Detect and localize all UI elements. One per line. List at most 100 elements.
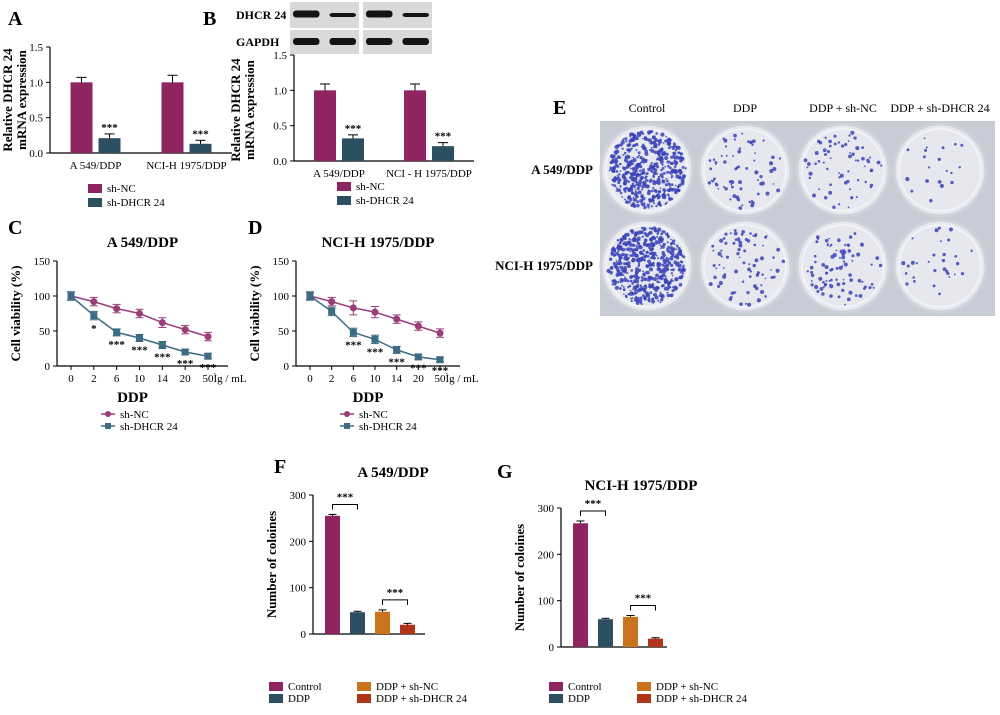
colony (816, 237, 820, 241)
colony (670, 155, 674, 159)
colony (815, 240, 819, 244)
colony (652, 297, 655, 300)
x-tick-label: NCI - H 1975/DDP (386, 168, 472, 180)
colony (764, 235, 768, 239)
colony (671, 145, 676, 150)
colony (675, 255, 680, 260)
colony (707, 181, 712, 185)
colony (764, 295, 767, 298)
colony (741, 132, 744, 135)
dish-inner-rim (898, 224, 982, 308)
row-label: NCI-H 1975/DDP (495, 258, 593, 273)
colony (878, 263, 883, 268)
colony (628, 151, 631, 153)
colony (673, 243, 676, 245)
colony (872, 286, 875, 289)
colony (651, 194, 656, 199)
panel-label-c: C (8, 217, 22, 239)
colony (844, 303, 846, 306)
colony (738, 180, 742, 185)
colony (649, 291, 653, 295)
colony (742, 261, 746, 265)
bar (375, 611, 390, 634)
colony (666, 234, 670, 238)
colony (636, 156, 639, 159)
colony (753, 243, 757, 247)
colony (679, 252, 683, 256)
y-axis-label: mRNA expression (14, 49, 29, 150)
y-axis-label: Relative DHCR 24 (228, 58, 243, 162)
colony (843, 180, 848, 185)
data-point (328, 307, 336, 315)
colony (906, 148, 910, 152)
colony (643, 244, 646, 247)
colony (621, 195, 624, 198)
colony (822, 286, 825, 289)
y-tick-label: 0.5 (273, 121, 287, 133)
colony (669, 286, 672, 289)
colony (674, 286, 677, 289)
comparison-bracket (332, 503, 358, 510)
colony (641, 303, 643, 305)
colony (837, 238, 841, 242)
colony (676, 245, 679, 248)
colony (646, 293, 651, 298)
colony (648, 198, 653, 203)
colony (753, 159, 756, 162)
colony (649, 165, 652, 167)
colony (843, 262, 848, 267)
colony (844, 143, 848, 147)
colony-spots (806, 232, 883, 306)
y-tick-label: 50 (39, 326, 51, 338)
colony (678, 168, 682, 172)
colony (828, 237, 830, 240)
colony (629, 229, 632, 232)
colony (825, 271, 829, 275)
colony (772, 256, 775, 259)
colony (613, 184, 617, 187)
x-tick-label: 14 (157, 373, 169, 385)
colony (618, 162, 622, 166)
colony (924, 148, 928, 152)
colony (632, 170, 637, 175)
colony (672, 280, 675, 282)
colony (675, 163, 678, 165)
colony (648, 246, 650, 249)
legend-label: sh-DHCR 24 (359, 421, 417, 433)
colony (937, 226, 941, 230)
dish-inner-rim (605, 128, 689, 212)
colony (659, 275, 663, 279)
colony (725, 255, 730, 259)
panel-b-chart: 0.0 0.5 1.0 1.5 *** A 549/DDP *** NCI - H 1975/… (228, 50, 474, 207)
colony (621, 268, 626, 273)
colony (622, 166, 627, 171)
comparison-bracket (630, 604, 656, 611)
legend-label: Control (288, 681, 322, 693)
colony (828, 139, 832, 144)
colony (870, 263, 873, 266)
colony (636, 172, 640, 175)
colony (661, 193, 666, 198)
colony (636, 186, 640, 190)
colony (650, 189, 654, 193)
colony (634, 296, 638, 300)
colony (660, 132, 665, 137)
colony (938, 292, 941, 296)
colony (627, 240, 632, 244)
colony-spots (707, 132, 782, 210)
colony (923, 137, 926, 140)
y-tick-label: 100 (290, 583, 307, 595)
colony (647, 285, 650, 288)
colony (842, 260, 846, 263)
colony (637, 236, 641, 241)
colony (619, 238, 624, 243)
colony (945, 269, 949, 273)
colony (743, 249, 747, 253)
colony (656, 277, 659, 280)
colony (628, 162, 633, 167)
colony (630, 275, 634, 278)
colony (730, 295, 733, 299)
colony (675, 248, 678, 251)
colony (648, 180, 652, 184)
colony (652, 282, 654, 285)
